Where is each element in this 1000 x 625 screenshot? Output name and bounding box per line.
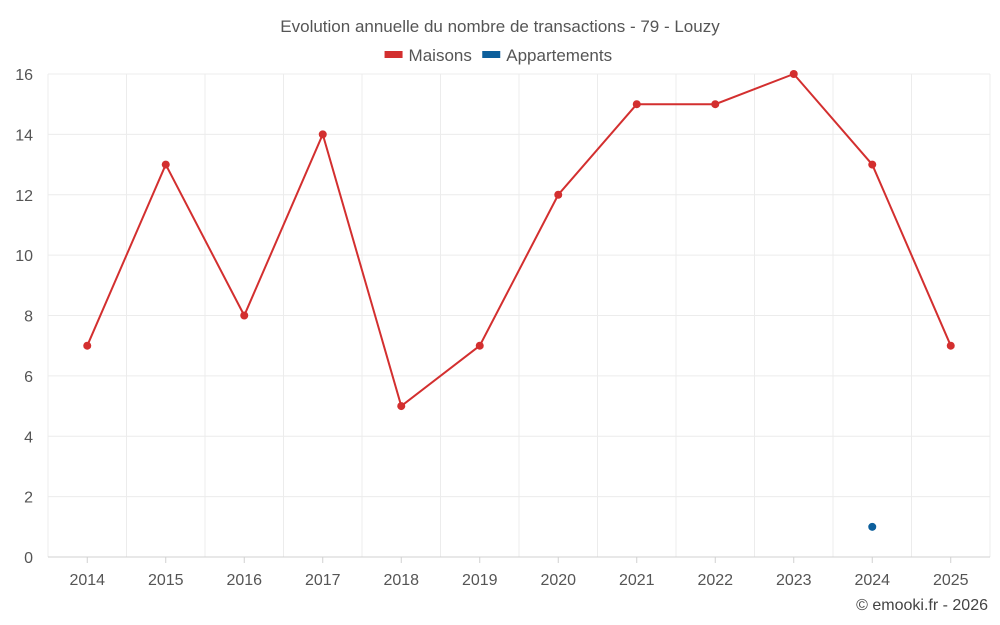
legend-item-appartements: Appartements xyxy=(482,46,612,65)
x-tick-label: 2019 xyxy=(462,572,498,589)
data-point xyxy=(554,190,563,199)
x-tick-label: 2022 xyxy=(697,572,733,589)
y-tick-label: 8 xyxy=(24,309,33,326)
y-tick-label: 2 xyxy=(24,490,33,507)
data-point xyxy=(83,341,92,350)
x-axis: 2014 2015 2016 2017 2018 2019 2020 2021 2022 2023… xyxy=(69,557,969,589)
y-tick-label: 4 xyxy=(24,429,33,446)
x-tick-label: 2024 xyxy=(854,572,890,589)
series-layer xyxy=(83,70,955,531)
y-tick-label: 0 xyxy=(24,550,33,567)
legend-item-maisons: Maisons xyxy=(384,46,472,65)
legend-label: Appartements xyxy=(506,46,612,65)
x-tick-label: 2023 xyxy=(776,572,812,589)
series-appartements xyxy=(868,522,877,531)
x-tick-label: 2017 xyxy=(305,572,341,589)
data-point xyxy=(397,402,406,411)
data-point xyxy=(318,130,327,139)
data-point xyxy=(240,311,249,320)
data-point xyxy=(868,160,877,169)
x-tick-label: 2014 xyxy=(69,572,105,589)
legend: Maisons Appartements xyxy=(384,46,612,65)
legend-swatch xyxy=(384,51,403,58)
data-point xyxy=(946,341,955,350)
y-tick-label: 14 xyxy=(15,127,33,144)
series-maisons xyxy=(83,70,955,411)
x-tick-label: 2021 xyxy=(619,572,655,589)
data-point xyxy=(161,160,170,169)
grid xyxy=(47,73,991,558)
x-tick-label: 2018 xyxy=(383,572,419,589)
x-tick-label: 2015 xyxy=(148,572,184,589)
y-tick-label: 6 xyxy=(24,369,33,386)
y-tick-label: 16 xyxy=(15,67,33,84)
data-point xyxy=(632,100,641,109)
credit-text: © emooki.fr - 2026 xyxy=(856,597,988,614)
x-tick-label: 2020 xyxy=(540,572,576,589)
data-point xyxy=(711,100,720,109)
y-tick-label: 10 xyxy=(15,248,33,265)
series-line xyxy=(86,72,952,408)
y-tick-label: 12 xyxy=(15,188,33,205)
legend-label: Maisons xyxy=(409,46,472,65)
x-tick-label: 2016 xyxy=(226,572,262,589)
data-point xyxy=(868,522,877,531)
chart-title: Evolution annuelle du nombre de transact… xyxy=(280,17,720,36)
data-point xyxy=(475,341,484,350)
data-point xyxy=(789,70,798,78)
legend-swatch xyxy=(482,51,501,58)
y-axis: 0 2 4 6 8 10 12 14 16 xyxy=(15,67,33,567)
x-tick-label: 2025 xyxy=(933,572,969,589)
